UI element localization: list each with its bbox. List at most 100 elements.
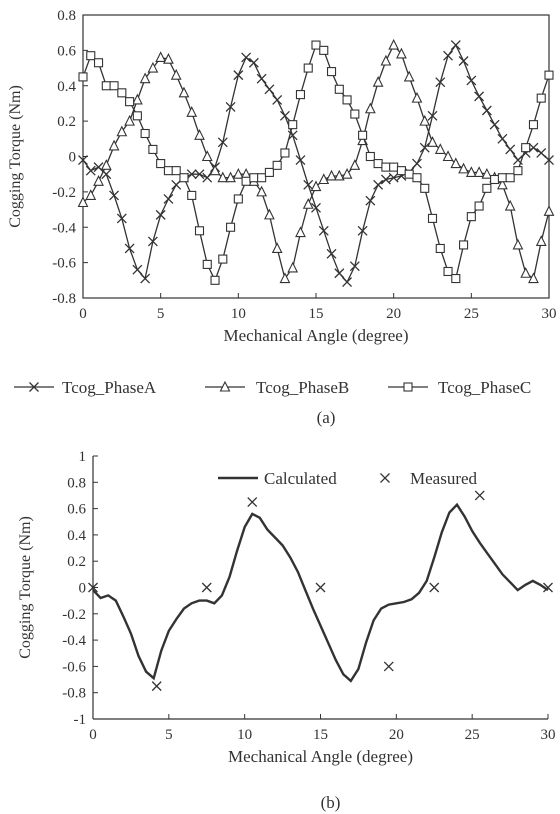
data-point	[543, 205, 555, 216]
data-point	[163, 166, 173, 176]
y-tick-label: -0.6	[52, 256, 76, 272]
data-point	[147, 236, 158, 247]
data-point	[194, 226, 205, 236]
data-point	[194, 129, 205, 140]
data-point	[218, 254, 228, 264]
data-point	[373, 179, 384, 190]
y-tick-label: -0.8	[52, 291, 76, 307]
data-point	[357, 225, 368, 236]
data-point	[481, 167, 493, 179]
y-axis-label: Cogging Torque (Nm)	[17, 516, 34, 659]
data-point	[116, 125, 128, 137]
data-point	[443, 266, 453, 277]
data-point	[318, 225, 329, 236]
data-point	[429, 582, 440, 593]
data-point	[140, 128, 150, 139]
data-point	[201, 582, 212, 593]
legend: Tcog_PhaseA Tcog_PhaseB Tcog_PhaseC	[14, 378, 531, 397]
data-point	[427, 213, 438, 223]
data-point	[482, 183, 492, 193]
data-point	[117, 88, 127, 98]
data-point	[512, 238, 524, 250]
data-point	[505, 173, 515, 183]
data-point	[156, 159, 166, 169]
data-point	[78, 155, 88, 165]
x-tick-label: 25	[465, 727, 480, 743]
data-point	[109, 190, 120, 201]
data-point	[459, 240, 469, 250]
legend-marker	[219, 380, 231, 392]
y-tick-label: 0.8	[57, 8, 76, 24]
data-point	[125, 97, 135, 107]
data-point	[528, 272, 539, 284]
data-point	[311, 40, 321, 50]
y-tick-label: 1	[79, 449, 87, 465]
data-point	[315, 582, 326, 593]
y-tick-label: -1	[74, 712, 87, 728]
data-point	[505, 144, 516, 155]
data-point	[233, 70, 244, 81]
data-point	[88, 582, 98, 593]
data-point	[124, 243, 135, 254]
data-point	[272, 94, 283, 105]
figure-caption: (b)	[321, 793, 341, 812]
data-point	[481, 105, 492, 116]
data-point	[334, 268, 345, 279]
chart-a: -0.8 -0.6 -0.4 -0.2 0 0.2 0.4 0.6 0.8 0 5 10 15 20 25 3…	[7, 8, 557, 427]
data-point	[536, 93, 546, 103]
data-point	[311, 202, 321, 213]
data-point	[187, 190, 197, 200]
data-point	[318, 173, 330, 185]
data-point	[381, 162, 391, 172]
data-point	[319, 45, 329, 55]
data-point	[217, 171, 229, 183]
data-point	[241, 52, 252, 63]
data-point	[435, 243, 445, 254]
x-tick-label: 0	[79, 306, 87, 322]
legend-marker	[403, 382, 413, 392]
data-point	[101, 81, 111, 91]
legend-label: Tcog_PhaseA	[62, 378, 157, 397]
data-point	[342, 95, 352, 105]
data-point	[194, 169, 205, 180]
data-point	[209, 164, 221, 176]
data-point	[257, 173, 267, 183]
data-point	[85, 189, 97, 200]
y-tick-label: 0	[69, 150, 77, 166]
data-point	[131, 93, 143, 105]
data-point	[186, 106, 198, 117]
data-point	[458, 56, 469, 66]
x-tick-label: 30	[541, 727, 556, 743]
data-point	[373, 159, 383, 169]
y-tick-label: 0.2	[57, 114, 76, 130]
data-point	[341, 167, 353, 179]
data-point	[201, 150, 213, 162]
data-point	[100, 159, 112, 170]
data-point	[116, 213, 127, 224]
data-point	[247, 497, 258, 507]
data-point	[264, 167, 274, 177]
data-point	[412, 173, 422, 183]
data-point	[389, 162, 399, 172]
data-point	[435, 77, 446, 88]
data-point	[264, 84, 275, 95]
data-point	[404, 169, 414, 179]
legend-marker	[380, 473, 390, 483]
data-point	[358, 130, 368, 140]
y-tick-label: -0.4	[62, 633, 86, 649]
x-tick-label: 15	[313, 727, 328, 743]
data-point	[342, 277, 353, 288]
data-point	[372, 75, 384, 87]
data-point	[489, 119, 500, 130]
data-point	[349, 261, 360, 272]
data-point	[271, 242, 283, 254]
data-point	[279, 110, 290, 121]
series-line	[92, 502, 549, 683]
data-point	[256, 73, 267, 84]
data-point	[450, 40, 461, 51]
data-point	[326, 67, 337, 77]
data-point	[132, 264, 143, 275]
data-point	[535, 235, 547, 246]
data-point	[287, 261, 299, 273]
data-point	[466, 212, 476, 222]
